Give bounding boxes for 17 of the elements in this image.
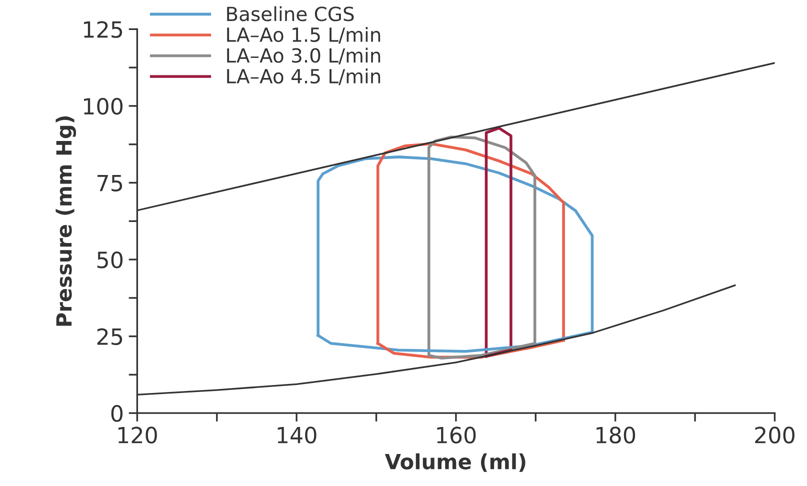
legend-label: Baseline CGS bbox=[227, 6, 354, 22]
y-tick-label: 75 bbox=[98, 174, 122, 192]
legend-label: LA–Ao 3.0 L/min bbox=[227, 48, 380, 64]
x-axis-title: Volume (ml) bbox=[384, 453, 526, 472]
y-tick-label: 0 bbox=[111, 405, 123, 422]
y-tick-label: 25 bbox=[97, 328, 122, 346]
x-tick-label: 200 bbox=[755, 426, 794, 444]
legend-label: LA–Ao 1.5 L/min bbox=[227, 26, 380, 44]
y-tick-label: 100 bbox=[84, 98, 123, 115]
y-axis-title: Pressure (mm Hg) bbox=[56, 116, 76, 326]
y-tick-label: 50 bbox=[97, 251, 123, 268]
legend-label: LA–Ao 4.5 L/min bbox=[227, 68, 380, 86]
x-tick-label: 160 bbox=[437, 426, 476, 444]
x-tick-label: 140 bbox=[278, 426, 316, 444]
x-tick-label: 120 bbox=[118, 426, 157, 444]
y-tick-label: 125 bbox=[84, 21, 122, 38]
x-tick-label: 180 bbox=[596, 426, 636, 444]
